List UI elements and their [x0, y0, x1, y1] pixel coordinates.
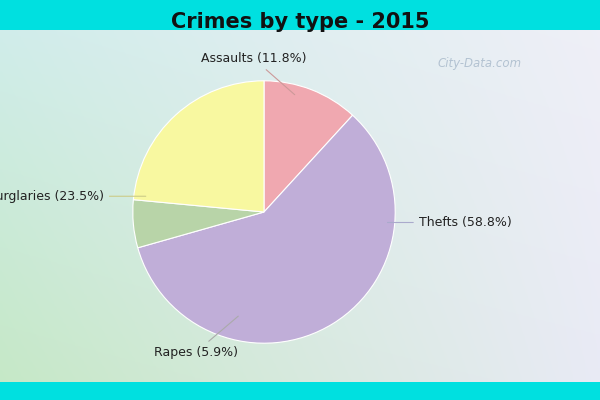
FancyBboxPatch shape: [0, 0, 600, 30]
Text: Thefts (58.8%): Thefts (58.8%): [388, 216, 512, 229]
Wedge shape: [133, 200, 264, 248]
Text: Burglaries (23.5%): Burglaries (23.5%): [0, 190, 146, 203]
Wedge shape: [264, 81, 353, 212]
Wedge shape: [138, 115, 395, 343]
Text: Rapes (5.9%): Rapes (5.9%): [154, 316, 238, 359]
Text: Crimes by type - 2015: Crimes by type - 2015: [171, 12, 429, 32]
Text: Assaults (11.8%): Assaults (11.8%): [201, 52, 306, 95]
Text: City-Data.com: City-Data.com: [438, 58, 522, 70]
Wedge shape: [133, 81, 264, 212]
FancyBboxPatch shape: [0, 382, 600, 400]
